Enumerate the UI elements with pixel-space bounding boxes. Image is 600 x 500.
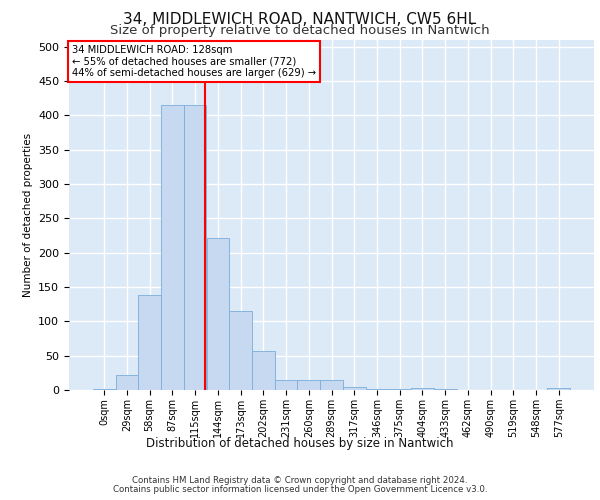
Bar	[411, 388, 434, 390]
Bar	[343, 386, 365, 390]
Y-axis label: Number of detached properties: Number of detached properties	[23, 133, 32, 297]
Bar	[320, 380, 343, 390]
Bar	[184, 105, 206, 390]
Text: Distribution of detached houses by size in Nantwich: Distribution of detached houses by size …	[146, 438, 454, 450]
Bar	[275, 380, 298, 390]
Text: Contains public sector information licensed under the Open Government Licence v3: Contains public sector information licen…	[113, 485, 487, 494]
Bar	[229, 311, 252, 390]
Bar	[116, 375, 139, 390]
Bar	[252, 351, 275, 390]
Bar	[547, 388, 570, 390]
Text: Size of property relative to detached houses in Nantwich: Size of property relative to detached ho…	[110, 24, 490, 37]
Bar	[139, 296, 161, 390]
Bar	[93, 388, 116, 390]
Bar	[298, 380, 320, 390]
Text: Contains HM Land Registry data © Crown copyright and database right 2024.: Contains HM Land Registry data © Crown c…	[132, 476, 468, 485]
Text: 34 MIDDLEWICH ROAD: 128sqm
← 55% of detached houses are smaller (772)
44% of sem: 34 MIDDLEWICH ROAD: 128sqm ← 55% of deta…	[71, 46, 316, 78]
Bar	[161, 105, 184, 390]
Bar	[206, 238, 229, 390]
Text: 34, MIDDLEWICH ROAD, NANTWICH, CW5 6HL: 34, MIDDLEWICH ROAD, NANTWICH, CW5 6HL	[124, 12, 476, 28]
